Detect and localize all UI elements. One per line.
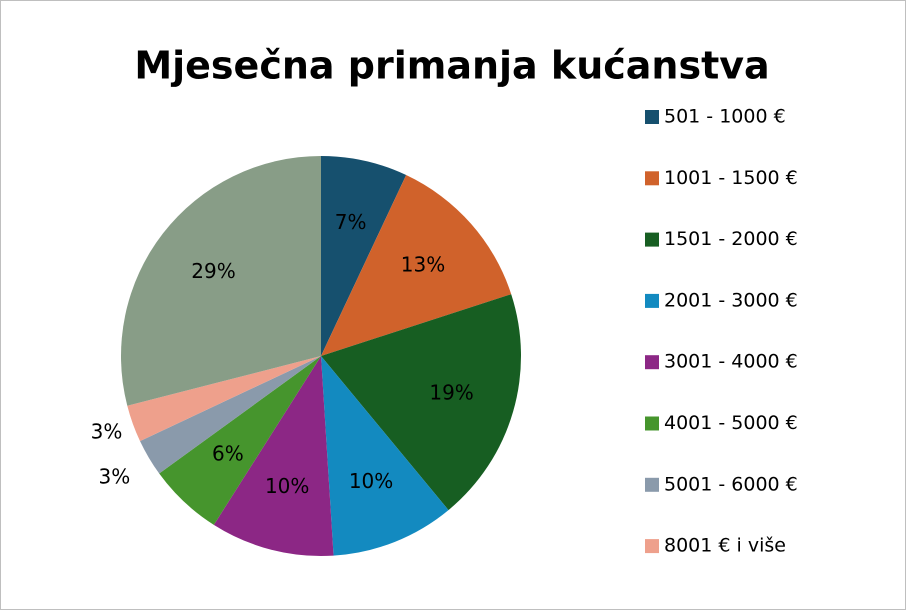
data-label: 3% <box>91 420 123 444</box>
legend-label: 2001 - 3000 € <box>664 289 798 311</box>
legend-swatch <box>645 293 659 308</box>
pie-slice <box>140 356 321 474</box>
legend-label: 4001 - 5000 € <box>664 412 798 434</box>
pie-slice <box>321 294 521 511</box>
chart-title: Mjesečna primanja kućanstva <box>134 44 769 88</box>
legend-swatch <box>645 171 659 186</box>
data-label: 10% <box>349 469 393 493</box>
data-label: 7% <box>335 210 367 234</box>
legend-label: 8001 € i više <box>664 535 786 557</box>
legend-swatch <box>645 355 659 370</box>
data-label: 10% <box>265 474 309 498</box>
pie-slice <box>120 156 321 406</box>
pie-slice <box>127 356 321 442</box>
data-label: 29% <box>191 259 235 283</box>
legend-swatch <box>645 416 659 431</box>
legend-swatch <box>645 110 659 124</box>
data-label: 6% <box>212 442 244 466</box>
data-label: 19% <box>429 380 473 404</box>
pie-slice <box>213 356 334 556</box>
data-label: 13% <box>401 253 445 277</box>
legend-label: 3001 - 4000 € <box>664 351 798 373</box>
pie-slice <box>321 156 407 356</box>
legend-label: 1501 - 2000 € <box>664 228 798 250</box>
pie-slice <box>321 175 512 356</box>
legend-swatch <box>645 539 659 554</box>
legend-label: 1001 - 1500 € <box>664 167 798 189</box>
data-label: 3% <box>99 465 131 489</box>
legend-label: 5001 - 6000 € <box>664 473 798 495</box>
legend-swatch <box>645 477 659 492</box>
pie-slice <box>321 356 449 556</box>
pie-slice <box>159 356 321 525</box>
legend-swatch <box>645 232 659 247</box>
legend-label: 501 - 1000 € <box>664 106 786 128</box>
